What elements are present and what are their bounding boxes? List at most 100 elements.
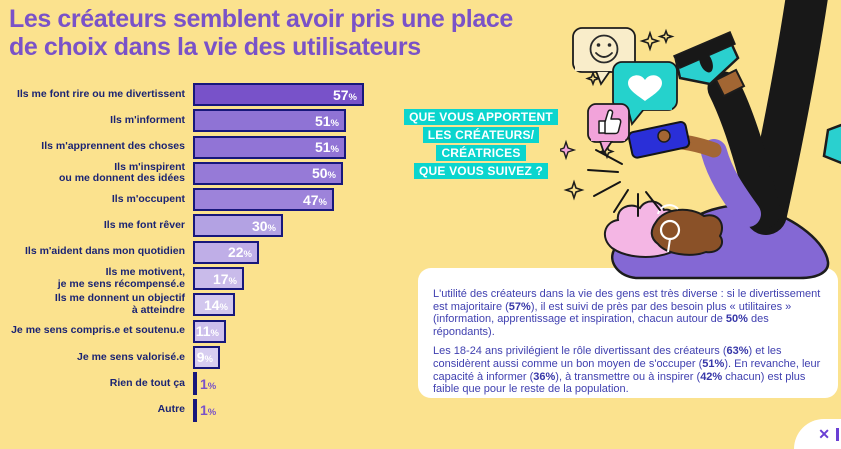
infobox-paragraph: Les 18-24 ans privilégient le rôle diver… xyxy=(433,345,821,396)
sparkle-icon xyxy=(563,28,675,201)
bar-value-label: 9% xyxy=(196,349,213,366)
bar: 17% xyxy=(193,267,244,291)
bar-track: 9% xyxy=(193,345,575,369)
sneaker-icon xyxy=(674,34,740,86)
bar-chart: Ils me font rire ou me divertissent 57% … xyxy=(0,83,575,425)
phone-icon xyxy=(627,120,691,159)
bar: 57% xyxy=(193,83,364,106)
bar-rows: Ils me font rire ou me divertissent 57% … xyxy=(0,83,575,422)
bar: 30% xyxy=(193,214,283,238)
bar-row: Autre 1% xyxy=(0,398,575,422)
bar-track: 47% xyxy=(193,188,575,212)
question-line: LES CRÉATEURS/ xyxy=(422,127,540,143)
bar-value-label: 51% xyxy=(314,139,339,156)
bar-row: Ils me font rire ou me divertissent 57% xyxy=(0,83,575,106)
bar: 50% xyxy=(193,161,343,185)
heart-bubble-icon xyxy=(612,61,678,126)
bar: 51% xyxy=(193,135,346,159)
bar-value-label: 51% xyxy=(314,112,339,129)
bar-category-label: Je me sens compris.e et soutenu.e xyxy=(11,324,185,337)
bar-row: Ils me motivent, je me sens récompensé.e… xyxy=(0,266,575,291)
bar-value-label: 1% xyxy=(200,402,217,419)
bar-category-label: Ils me font rêver xyxy=(103,219,185,232)
bar-track: 11% xyxy=(193,319,575,343)
bar-category-label: Ils me font rire ou me divertissent xyxy=(16,87,185,100)
question-line: CRÉATRICES xyxy=(436,145,526,161)
bar-row: Je me sens valorisé.e 9% xyxy=(0,345,575,369)
bar-category-label: Ils m'apprennent des choses xyxy=(41,140,185,153)
glasses-icon xyxy=(657,204,679,215)
bar-row: Ils m'inspirent ou me donnent des idées … xyxy=(0,160,575,185)
bar-category-label: Ils m'informent xyxy=(110,113,185,126)
bar-category-label: Ils m'occupent xyxy=(111,192,185,205)
bar-track: 22% xyxy=(193,240,575,264)
person-head xyxy=(650,208,724,256)
thumbs-up-bubble-icon xyxy=(587,103,630,156)
sneaker-detail xyxy=(699,51,713,73)
person-forearm xyxy=(660,133,722,158)
person-illustration xyxy=(560,0,841,280)
person-leg xyxy=(745,0,828,235)
bar-track: 1% xyxy=(193,398,575,422)
bar-category-label: Ils m'aident dans mon quotidien xyxy=(24,245,185,258)
sneaker-sole xyxy=(672,31,736,69)
bar-track: 30% xyxy=(193,214,575,238)
infobox-paragraphs: L'utilité des créateurs dans la vie des … xyxy=(433,288,823,396)
bar: 11% xyxy=(193,319,226,343)
bar: 51% xyxy=(193,109,346,133)
bar-track: 14% xyxy=(193,293,575,317)
bar: 47% xyxy=(193,188,334,212)
question-block: QUE VOUS APPORTENT LES CRÉATEURS/CRÉATRIC… xyxy=(392,108,570,180)
bar: 22% xyxy=(193,240,259,264)
bar-row: Je me sens compris.e et soutenu.e 11% xyxy=(0,319,575,343)
person-hand xyxy=(657,129,671,143)
smiley-bubble-icon xyxy=(572,27,636,86)
question-line: QUE VOUS APPORTENT xyxy=(404,109,558,125)
bar-track: 57% xyxy=(193,83,575,106)
bar-value-label: 22% xyxy=(227,244,252,261)
page-title: Les créateurs semblent avoir pris une pl… xyxy=(9,5,513,61)
light-rays-icon xyxy=(587,149,661,217)
bar-category-label: Ils me donnent un objectif à atteindre xyxy=(54,292,185,316)
bar-row: Ils m'apprennent des choses 51% xyxy=(0,135,575,159)
bar-track: 51% xyxy=(193,135,575,159)
bar: 1% xyxy=(193,372,216,396)
bar-value-label: 14% xyxy=(203,296,228,313)
pillow xyxy=(603,200,677,258)
bar-value-label: 11% xyxy=(195,323,219,340)
close-icon[interactable]: ✕ xyxy=(818,426,830,442)
bar-track: 17% xyxy=(193,267,575,291)
bar-row: Ils me donnent un objectif à atteindre 1… xyxy=(0,292,575,317)
bar: 9% xyxy=(193,345,220,369)
bar-category-label: Rien de tout ça xyxy=(109,376,185,389)
person-sleeve xyxy=(701,139,761,227)
bar-category-label: Je me sens valorisé.e xyxy=(77,350,185,363)
glasses-icon xyxy=(659,219,681,241)
bar: 1% xyxy=(193,398,216,422)
infobox-paragraph: L'utilité des créateurs dans la vie des … xyxy=(433,288,821,338)
glasses-icon xyxy=(667,238,671,253)
bar-value-label: 17% xyxy=(212,270,237,287)
insight-text-box: L'utilité des créateurs dans la vie des … xyxy=(418,268,838,398)
bar-track: 51% xyxy=(193,109,575,133)
corner-badge: ✕ xyxy=(794,419,841,449)
bar-value-label: 47% xyxy=(302,191,327,208)
question-line: QUE VOUS SUIVEZ ? xyxy=(413,163,549,179)
person-ankle xyxy=(714,68,746,98)
bar-row: Ils me font rêver 30% xyxy=(0,214,575,238)
bar-value-label: 30% xyxy=(251,217,276,234)
bar-track: 1% xyxy=(193,372,575,396)
bar-row: Rien de tout ça 1% xyxy=(0,372,575,396)
sneaker-icon xyxy=(822,123,841,165)
bar-category-label: Autre xyxy=(157,403,185,416)
bar-track: 50% xyxy=(193,161,575,185)
bar-value-label: 1% xyxy=(200,375,217,392)
bar-row: Ils m'informent 51% xyxy=(0,109,575,133)
logo-fragment xyxy=(836,427,839,441)
person-leg xyxy=(707,71,781,229)
bar-category-label: Ils m'inspirent ou me donnent des idées xyxy=(58,160,185,185)
bar-value-label: 50% xyxy=(311,165,336,182)
bar: 14% xyxy=(193,293,235,317)
bar-value-label: 57% xyxy=(332,86,357,103)
